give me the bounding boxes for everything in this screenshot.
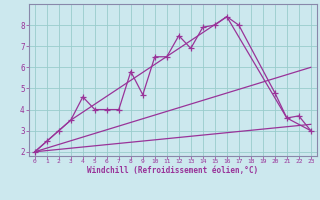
X-axis label: Windchill (Refroidissement éolien,°C): Windchill (Refroidissement éolien,°C): [87, 166, 258, 175]
